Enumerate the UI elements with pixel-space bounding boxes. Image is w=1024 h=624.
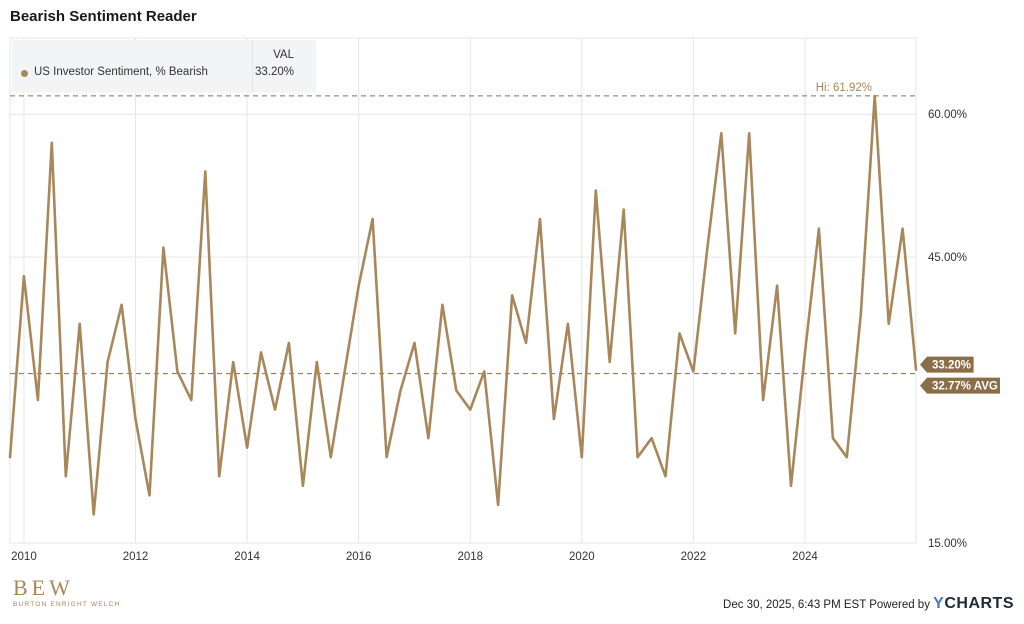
- x-tick-label: 2022: [681, 551, 707, 563]
- powered-by-text: Powered by: [869, 599, 930, 611]
- logo-text: BURTON ENRIGHT WELCH: [13, 601, 121, 608]
- ycharts-logo[interactable]: YCHARTS: [933, 595, 1014, 612]
- grid-lines: [9, 37, 917, 544]
- legend-box: VAL US Investor Sentiment, % Bearish 33.…: [12, 40, 316, 92]
- chart-title: Bearish Sentiment Reader: [10, 8, 197, 25]
- x-tick-label: 2020: [569, 551, 595, 563]
- x-tick-label: 2012: [123, 551, 149, 563]
- ycharts-logo-text: CHARTS: [944, 595, 1014, 612]
- x-tick-label: 2024: [792, 551, 818, 563]
- y-tick-label: 15.00%: [928, 538, 967, 550]
- x-tick-label: 2018: [457, 551, 483, 563]
- legend-series-dot: [21, 70, 28, 77]
- last-value-badge-shape: [920, 356, 974, 373]
- legend-series-value: 33.20%: [254, 66, 294, 78]
- y-tick-label: 60.00%: [928, 109, 967, 121]
- timestamp: Dec 30, 2025, 6:43 PM EST: [723, 599, 867, 611]
- x-axis-ticks: 2010 2012 2014 2016 2018 2020 2022 2024: [11, 551, 818, 563]
- last-value-badge: 33.20%: [920, 356, 974, 373]
- average-value-badge: 32.77% AVG: [920, 377, 1000, 394]
- legend-divider: [252, 40, 253, 92]
- y-tick-label: 45.00%: [928, 252, 967, 264]
- legend-series-name: US Investor Sentiment, % Bearish: [34, 66, 208, 78]
- value-badges: 33.20% 32.77% AVG: [920, 356, 1000, 394]
- x-tick-label: 2016: [346, 551, 372, 563]
- y-axis-ticks: 15.00% 45.00% 60.00%: [928, 109, 967, 550]
- ycharts-logo-y: Y: [933, 595, 945, 612]
- logo-mark: BEW: [13, 575, 74, 600]
- company-logo: BEW BURTON ENRIGHT WELCH: [13, 575, 121, 609]
- footer-attribution: Dec 30, 2025, 6:43 PM EST Powered by YCH…: [723, 595, 1014, 613]
- last-value-badge-text: 33.20%: [932, 360, 971, 372]
- average-value-badge-text: 32.77% AVG: [932, 381, 998, 393]
- x-tick-label: 2014: [234, 551, 260, 563]
- x-tick-label: 2010: [11, 551, 37, 563]
- high-label: Hi: 61.92%: [816, 82, 872, 94]
- legend-value-header: VAL: [273, 49, 294, 61]
- series-lines: [8, 94, 918, 516]
- average-value-badge-shape: [920, 377, 1000, 394]
- reference-lines: Hi: 61.92%: [10, 82, 916, 375]
- series-line: [8, 94, 918, 516]
